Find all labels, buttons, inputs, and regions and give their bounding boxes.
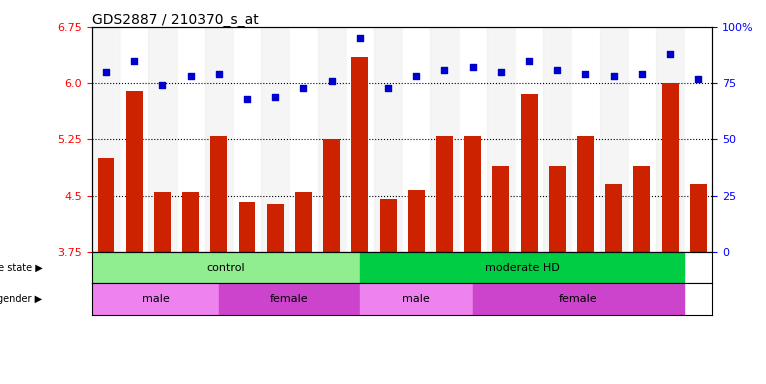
Point (438, 66, 450, 73)
Bar (374, 27, 402, 252)
Bar (521, 94, 538, 252)
Point (692, 76, 705, 82)
Text: moderate HD: moderate HD (485, 263, 559, 273)
Point (664, 51, 676, 57)
Bar (633, 166, 650, 252)
Point (523, 58, 535, 64)
Bar (473, 283, 684, 315)
Bar (295, 192, 312, 252)
Bar (577, 136, 594, 252)
Text: disease state ▶: disease state ▶ (0, 263, 42, 273)
Bar (464, 136, 481, 252)
Point (466, 64, 479, 70)
Bar (97, 158, 114, 252)
Bar (600, 27, 628, 252)
Bar (543, 27, 571, 252)
Point (269, 94, 281, 100)
Bar (430, 27, 459, 252)
Point (156, 82, 169, 88)
Point (185, 73, 197, 79)
Bar (92, 27, 120, 252)
Bar (459, 27, 486, 252)
Bar (345, 27, 374, 252)
Bar (176, 27, 205, 252)
Bar (154, 192, 171, 252)
Bar (233, 27, 261, 252)
Bar (290, 27, 318, 252)
Bar (323, 139, 340, 252)
Bar (690, 184, 707, 252)
Text: male: male (402, 294, 430, 304)
Bar (684, 27, 712, 252)
Point (636, 71, 648, 77)
Text: control: control (207, 263, 245, 273)
Bar (238, 202, 256, 252)
Bar (408, 190, 424, 252)
Bar (605, 184, 622, 252)
Point (128, 58, 140, 64)
Bar (380, 199, 397, 252)
Bar (571, 27, 600, 252)
Point (495, 69, 507, 75)
Point (579, 71, 591, 77)
Point (607, 73, 620, 79)
Point (382, 84, 394, 91)
Bar (267, 204, 283, 252)
Bar (628, 27, 656, 252)
Bar (352, 57, 368, 252)
Point (552, 66, 564, 73)
Point (241, 96, 254, 102)
Point (410, 73, 422, 79)
Bar (120, 27, 149, 252)
Bar (261, 27, 290, 252)
Bar (92, 252, 360, 283)
Text: male: male (142, 294, 169, 304)
Point (326, 78, 338, 84)
Point (354, 35, 366, 41)
Bar (360, 252, 684, 283)
Bar (548, 166, 566, 252)
Bar (493, 166, 509, 252)
Bar (515, 27, 543, 252)
Bar (436, 136, 453, 252)
Bar (662, 83, 679, 252)
Text: gender ▶: gender ▶ (0, 294, 42, 304)
Bar (402, 27, 430, 252)
Point (213, 71, 225, 77)
Point (100, 69, 112, 75)
Text: female: female (270, 294, 309, 304)
Text: GDS2887 / 210370_s_at: GDS2887 / 210370_s_at (92, 13, 259, 27)
Bar (360, 283, 473, 315)
Bar (211, 136, 228, 252)
Point (297, 84, 309, 91)
Bar (318, 27, 345, 252)
Bar (92, 283, 219, 315)
Text: female: female (559, 294, 597, 304)
Bar (149, 27, 176, 252)
Bar (205, 27, 233, 252)
Bar (486, 27, 515, 252)
Text: ■: ■ (61, 382, 73, 384)
Bar (182, 192, 199, 252)
Bar (656, 27, 684, 252)
Bar (126, 91, 142, 252)
Bar (219, 283, 360, 315)
